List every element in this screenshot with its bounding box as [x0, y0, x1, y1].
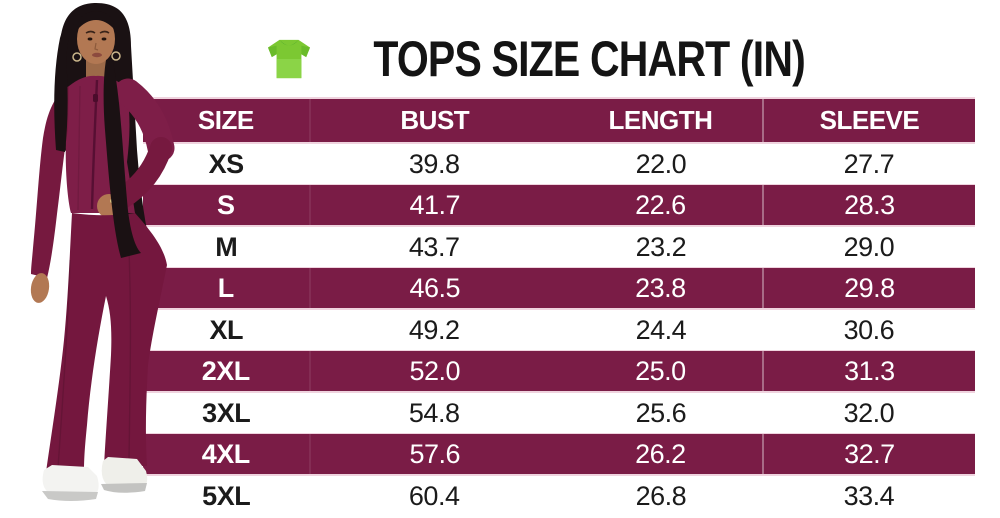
- measurement-value: 57.6: [409, 438, 461, 469]
- hair-front-left: [54, 14, 80, 152]
- measurement-value: 29.0: [843, 231, 895, 262]
- hair-top: [77, 11, 115, 30]
- right-eye: [101, 37, 107, 41]
- measurement-value: 39.8: [408, 148, 460, 179]
- size-label: 4XL: [143, 434, 311, 474]
- model-photo: [30, 3, 175, 501]
- nose: [94, 42, 99, 51]
- size-label: XL: [209, 314, 243, 345]
- size-label: S: [143, 185, 311, 225]
- lips: [92, 52, 102, 58]
- measurement-value: 22.6: [559, 185, 764, 225]
- measurement-value: 26.2: [559, 434, 764, 474]
- right-eyebrow: [99, 30, 110, 34]
- table-row-5xl: 5XL 60.4 26.8 33.4: [143, 476, 975, 516]
- header-cell-sleeve: SLEEVE: [819, 105, 920, 135]
- left-eye: [87, 37, 93, 41]
- measurement-value: 23.8: [559, 268, 764, 308]
- size-table: SIZE BUST LENGTH SLEEVE XS 39.8 22.0 27.7 S 41.7…: [143, 97, 975, 516]
- measurement-value: 54.8: [408, 397, 460, 428]
- measurement-value: 27.7: [843, 148, 895, 179]
- left-hand: [30, 273, 50, 303]
- measurement-value: 25.0: [559, 351, 764, 391]
- table-row-xs: XS 39.8 22.0 27.7: [143, 144, 975, 184]
- measurement-value: 60.4: [408, 480, 460, 511]
- measurement-value: 29.8: [844, 272, 895, 303]
- size-label: M: [215, 231, 238, 262]
- right-earring: [111, 51, 121, 61]
- pants-creases: [57, 229, 132, 469]
- right-sneaker: [101, 457, 148, 491]
- table-row-2xl: 2XL 52.0 25.0 31.3: [143, 350, 975, 393]
- measurement-value: 32.7: [844, 438, 895, 469]
- size-label: 3XL: [202, 397, 251, 428]
- tshirt-icon: [267, 39, 310, 79]
- measurement-value: 33.4: [843, 480, 895, 511]
- measurement-value: 28.3: [844, 189, 895, 220]
- left-earring: [72, 52, 82, 62]
- measurement-value: 32.0: [843, 397, 895, 428]
- table-row-xl: XL 49.2 24.4 30.6: [143, 310, 975, 350]
- measurement-value: 31.3: [844, 355, 895, 386]
- size-table-header: SIZE BUST LENGTH SLEEVE: [143, 97, 975, 144]
- left-eyebrow: [85, 30, 96, 34]
- measurement-value: 43.7: [408, 231, 460, 262]
- hair-front-right: [103, 58, 141, 258]
- measurement-value: 22.0: [635, 148, 687, 179]
- header-cell-size: SIZE: [143, 99, 311, 142]
- table-row-3xl: 3XL 54.8 25.6 32.0: [143, 393, 975, 433]
- size-label: 5XL: [202, 480, 251, 511]
- left-sneaker: [42, 465, 99, 497]
- measurement-value: 26.8: [635, 480, 687, 511]
- measurement-value: 23.2: [635, 231, 687, 262]
- measurement-value: 49.2: [408, 314, 460, 345]
- zipper-pull: [93, 94, 98, 102]
- pants: [46, 213, 167, 472]
- header-cell-bust: BUST: [400, 105, 470, 135]
- size-label: XS: [208, 148, 245, 179]
- header-cell-length: LENGTH: [559, 99, 764, 142]
- table-row-s: S 41.7 22.6 28.3: [143, 184, 975, 227]
- measurement-value: 24.4: [635, 314, 687, 345]
- measurement-value: 41.7: [409, 189, 461, 220]
- chart-title: TOPS SIZE CHART (IN): [373, 31, 805, 87]
- size-label: 2XL: [143, 351, 311, 391]
- table-row-m: M 43.7 23.2 29.0: [143, 227, 975, 267]
- measurement-value: 30.6: [843, 314, 895, 345]
- right-sneaker-sole: [101, 483, 147, 493]
- table-row-4xl: 4XL 57.6 26.2 32.7: [143, 433, 975, 476]
- measurement-value: 52.0: [409, 355, 461, 386]
- measurement-value: 25.6: [635, 397, 687, 428]
- measurement-value: 46.5: [409, 272, 461, 303]
- model-face: [77, 14, 115, 64]
- size-table-body: XS 39.8 22.0 27.7 S 41.7 22.6 28.3 M 43.7 23.2 29.0…: [143, 144, 975, 516]
- chart-title-bar: TOPS SIZE CHART (IN): [143, 28, 975, 90]
- table-row-l: L 46.5 23.8 29.8: [143, 267, 975, 310]
- left-sneaker-sole: [42, 491, 98, 501]
- size-label: L: [143, 268, 311, 308]
